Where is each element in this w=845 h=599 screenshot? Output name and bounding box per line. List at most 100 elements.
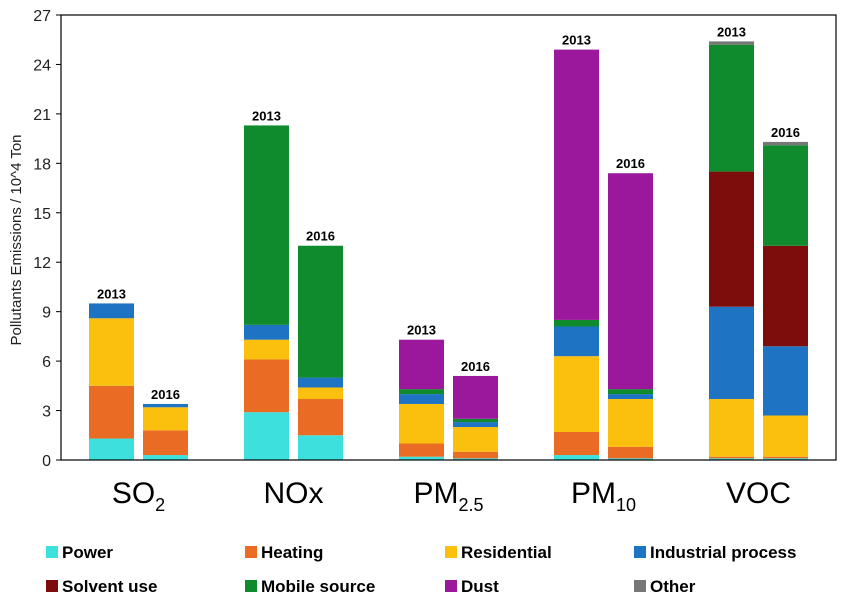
category-label: VOC [726,477,791,510]
bar-segment-heating [709,456,754,459]
bar-segment-industrial-process [453,422,498,428]
category-label: SO2 [112,477,165,515]
category-label: PM10 [571,477,636,515]
bar-segment-power [298,435,343,460]
category-label-base: SO [112,477,155,510]
bar-segment-dust [453,375,498,419]
bar-year-label: 2016 [151,387,180,402]
legend-swatch [245,546,257,558]
bar-segment-dust [608,173,653,390]
y-tick-label: 9 [42,305,51,322]
bar-year-label: 2013 [407,323,436,338]
legend-swatch [445,580,457,592]
bar-segment-dust [554,49,599,320]
bar-segment-industrial-process [554,326,599,357]
legend-swatch [445,546,457,558]
bar-segment-mobile-source [709,44,754,172]
bar-segment-industrial-process [89,303,134,319]
bar-segment-residential [399,403,444,444]
legend-label: Solvent use [62,577,157,596]
legend-swatch [634,546,646,558]
bar-segment-heating [244,359,289,413]
bar-segment-industrial-process [244,324,289,340]
bar-segment-heating [554,431,599,456]
bar-segment-residential [244,339,289,360]
bar-year-label: 2016 [616,156,645,171]
y-tick-label: 0 [42,453,51,470]
bar-segment-power [89,438,134,460]
bar-segment-industrial-process [143,403,188,408]
legend-swatch [634,580,646,592]
bar-segment-industrial-process [298,377,343,388]
bar-segment-heating [608,446,653,459]
category-label-base: PM [571,477,616,510]
bar-segment-heating [89,385,134,439]
bar-segment-power [244,412,289,460]
legend-label: Dust [461,577,499,596]
legend-swatch [46,546,58,558]
category-label-subscript: 10 [616,495,636,515]
bar-segment-other [709,41,754,45]
y-tick-label: 15 [33,206,51,223]
bar-year-label: 2013 [252,108,281,123]
bar-segment-industrial-process [399,394,444,404]
legend-label: Heating [261,543,323,562]
bar-segment-mobile-source [244,125,289,325]
bar-segment-residential [709,399,754,457]
bar-year-label: 2013 [717,24,746,39]
bar-year-label: 2016 [771,125,800,140]
y-axis-label: Pollutants Emissions / 10^4 Ton [8,134,25,345]
bar-segment-mobile-source [608,389,653,395]
bar-segment-industrial-process [763,346,808,416]
bar-segment-solvent-use [709,171,754,307]
legend-label: Residential [461,543,552,562]
category-label-subscript: 2 [155,495,165,515]
bar-segment-heating [453,451,498,459]
bar-segment-heating [298,399,343,436]
legend-label: Industrial process [650,543,796,562]
bar-segment-mobile-source [298,245,343,378]
bar-segment-power [399,456,444,460]
bar-segment-residential [89,318,134,386]
year-labels: 2013 2016 2013 2016 2013 2016 2013 2016 2013 2016 [97,24,800,402]
y-ticks: 0 3 6 9 12 15 18 21 24 27 [33,8,61,470]
bar-segment-solvent-use [763,245,808,347]
category-label-subscript: 2.5 [458,495,483,515]
bar-segment-heating [763,456,808,459]
bar-segment-industrial-process [608,394,653,400]
bar-segment-mobile-source [399,389,444,395]
bar-segment-mobile-source [554,319,599,327]
y-tick-label: 21 [33,107,51,124]
legend-swatch [245,580,257,592]
bar-segment-industrial-process [709,306,754,400]
y-tick-label: 12 [33,255,51,272]
y-tick-label: 6 [42,354,51,371]
bar-year-label: 2016 [461,359,490,374]
category-labels: SO2 NOx PM2.5 PM10 VOC [112,477,791,515]
bar-segment-residential [608,399,653,447]
bar-segment-residential [554,356,599,432]
legend-swatch [46,580,58,592]
legend-label: Other [650,577,696,596]
bar-segment-power [554,455,599,460]
category-label: NOx [264,477,324,510]
bar-segment-residential [298,387,343,400]
legend-label: Power [62,543,113,562]
bar-year-label: 2016 [306,229,335,244]
bar-segment-heating [399,443,444,457]
bar-segment-residential [143,407,188,431]
bar-segment-mobile-source [763,145,808,246]
bar-year-label: 2013 [562,33,591,48]
bar-segment-residential [453,427,498,452]
bar-segment-dust [399,339,444,390]
bar-segment-mobile-source [453,418,498,423]
category-label-base: VOC [726,477,791,510]
y-tick-label: 24 [33,57,51,74]
bar-segment-heating [143,430,188,456]
plot-frame [60,14,837,461]
y-tick-label: 18 [33,156,51,173]
bar-segment-other [763,141,808,146]
bars [89,41,808,460]
category-label: PM2.5 [413,477,483,515]
